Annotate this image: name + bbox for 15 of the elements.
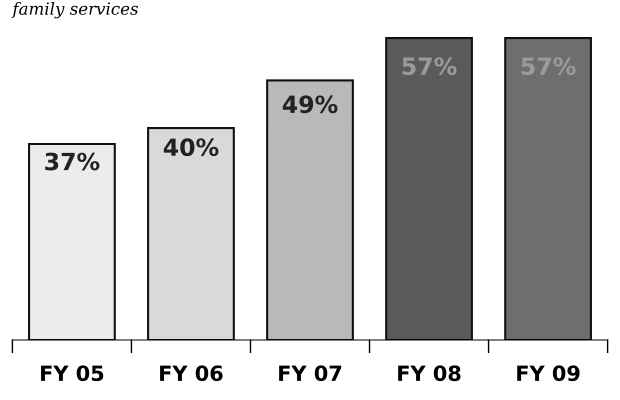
data-label: 40%	[164, 138, 218, 156]
bar	[504, 36, 592, 340]
x-tick-label: FY 07	[279, 365, 342, 382]
x-tick-label: FY 06	[160, 365, 223, 382]
x-tick-label: FY 08	[398, 365, 461, 382]
bar	[385, 36, 473, 340]
data-label: 37%	[45, 152, 100, 170]
bar	[147, 127, 235, 340]
x-tick-label: FY 09	[517, 365, 580, 382]
chart-title: family services	[11, 2, 138, 18]
x-tick-label: FY 05	[41, 365, 104, 382]
data-label: 57%	[402, 57, 457, 76]
bar	[266, 79, 354, 340]
data-label: 49%	[282, 95, 338, 114]
bar	[28, 142, 116, 340]
